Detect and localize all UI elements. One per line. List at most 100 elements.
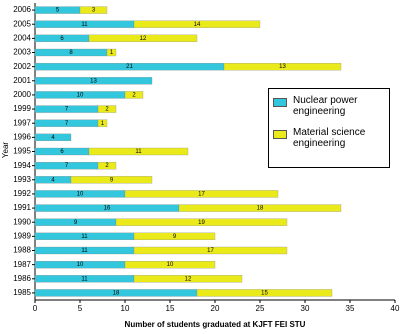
bar-segment	[133, 246, 288, 255]
bar-segment	[97, 105, 117, 113]
bar-segment	[97, 119, 108, 127]
y-tick-label: 1989	[13, 231, 31, 240]
y-tick-label: 2006	[13, 5, 31, 14]
bar-label: 10	[77, 192, 84, 198]
bar-segment	[70, 176, 153, 184]
bar-segment	[124, 91, 144, 99]
bar-label: 1	[110, 50, 114, 56]
y-tick-label: 1986	[13, 274, 31, 283]
bar-label: 11	[81, 248, 88, 254]
x-tick-label: 20	[211, 304, 220, 313]
bar-label: 7	[65, 121, 69, 127]
bar-label: 12	[185, 276, 192, 282]
bar-label: 8	[69, 50, 73, 56]
legend-swatch	[273, 130, 287, 139]
bar-label: 10	[167, 262, 174, 268]
bar-segment	[97, 161, 117, 170]
x-tick-label: 30	[301, 304, 310, 313]
bar-label: 9	[110, 177, 114, 183]
y-tick-label: 2003	[13, 48, 31, 57]
y-tick-label: 1999	[13, 104, 31, 113]
bar-label: 16	[104, 206, 111, 212]
y-tick-label: 1991	[13, 203, 31, 212]
bar-label: 11	[135, 149, 142, 155]
bar-segment	[79, 6, 108, 14]
bar-label: 5	[56, 8, 60, 14]
bar-segment	[115, 218, 288, 226]
bar-label: 13	[90, 78, 97, 84]
bar-segment	[223, 62, 342, 71]
y-tick-label: 1996	[13, 132, 31, 141]
bar-segment	[34, 77, 153, 85]
x-tick-label: 25	[256, 304, 265, 313]
x-axis-title: Number of students graduated at KJFT FEI…	[125, 320, 306, 329]
bar-label: 11	[81, 234, 88, 240]
legend-item: Nuclear power engineering	[273, 95, 385, 117]
legend: Nuclear power engineering Material scienc…	[268, 88, 390, 168]
bar-label: 4	[51, 177, 55, 183]
bar-label: 17	[207, 248, 214, 254]
legend-label: Material science engineering	[293, 127, 366, 149]
y-tick-label: 1993	[13, 175, 31, 184]
x-tick-label: 35	[346, 304, 355, 313]
bar-label: 11	[81, 22, 88, 28]
y-tick-label: 2004	[13, 33, 31, 42]
y-tick-label: 2000	[13, 90, 31, 99]
bar-label: 10	[77, 262, 84, 268]
bar-label: 15	[261, 291, 268, 297]
bar-label: 7	[65, 107, 69, 113]
bar-label: 14	[194, 22, 201, 28]
bar-segment	[88, 147, 189, 156]
y-tick-label: 1985	[13, 288, 31, 297]
bar-segment	[196, 289, 333, 297]
bar-segment	[124, 190, 279, 198]
bar-segment	[106, 48, 117, 57]
bar-label: 7	[65, 163, 69, 169]
y-axis-title: Year	[1, 142, 10, 159]
bar-label: 9	[173, 234, 177, 240]
bar-label: 11	[81, 276, 88, 282]
bar-label: 3	[92, 8, 96, 14]
bar-label: 2	[132, 93, 136, 99]
bar-label: 19	[198, 220, 205, 226]
bar-label: 12	[140, 36, 147, 42]
bar-segment	[133, 20, 261, 28]
y-tick-label: 1997	[13, 118, 31, 127]
bar-label: 1	[101, 121, 105, 127]
bar-label: 18	[257, 206, 264, 212]
y-tick-label: 1992	[13, 189, 31, 198]
y-tick-label: 1987	[13, 260, 31, 269]
legend-label: Nuclear power engineering	[293, 95, 358, 117]
y-tick-label: 2005	[13, 19, 31, 28]
x-tick-label: 0	[33, 304, 38, 313]
bar-segment	[88, 34, 198, 43]
bar-label: 13	[279, 64, 286, 70]
x-tick-label: 5	[78, 304, 83, 313]
x-tick-label: 10	[121, 304, 130, 313]
bar-segment	[133, 232, 216, 241]
bar-segment	[178, 204, 342, 212]
bar-segment	[133, 275, 243, 283]
y-tick-label: 1994	[13, 161, 31, 170]
bar-segment	[34, 133, 72, 142]
legend-swatch	[273, 98, 287, 107]
bar-label: 18	[113, 291, 120, 297]
y-tick-label: 2001	[13, 76, 31, 85]
bar-label: 17	[198, 192, 205, 198]
bar-label: 2	[105, 107, 109, 113]
bar-label: 10	[77, 93, 84, 99]
bar-label: 9	[74, 220, 78, 226]
bar-label: 21	[126, 64, 133, 70]
x-tick-label: 40	[391, 304, 400, 313]
x-tick-label: 15	[166, 304, 175, 313]
y-tick-label: 1988	[13, 246, 31, 255]
y-tick-label: 2002	[13, 62, 31, 71]
y-tick-label: 1995	[13, 147, 31, 156]
bar-label: 6	[60, 149, 64, 155]
bar-segment	[124, 260, 216, 269]
bar-label: 6	[60, 36, 64, 42]
bar-label: 2	[105, 163, 109, 169]
legend-item: Material science engineering	[273, 127, 385, 149]
